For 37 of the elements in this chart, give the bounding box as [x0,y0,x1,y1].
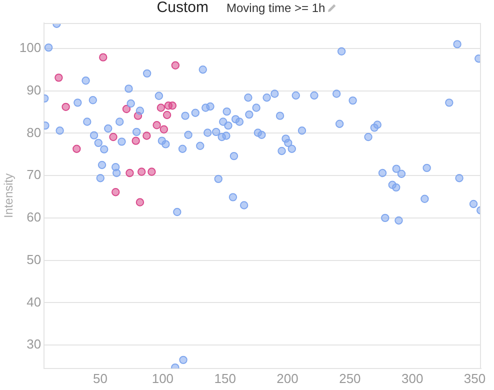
point [136,198,144,206]
point [168,102,177,110]
y-tick-label: 100 [19,40,42,56]
point [160,125,168,134]
x-tick-label: 100 [152,370,174,386]
chart-title: Custom [156,0,208,16]
y-tick-label: 40 [26,294,42,310]
y-tick-label: 70 [26,167,42,182]
x-tick-label: 200 [276,370,298,386]
y-axis-title: Intensity [2,173,16,218]
point [142,132,151,140]
y-tick-label: 60 [26,210,42,225]
x-tick-label: 150 [214,370,236,386]
point [99,53,108,62]
point [72,144,81,153]
x-tick-label: 250 [339,370,361,386]
y-tick-label: 50 [26,252,42,267]
point [109,132,118,142]
point [162,110,172,120]
point [62,102,70,112]
x-tick-label: 300 [401,370,424,386]
point [137,168,146,176]
point [132,136,140,145]
point [112,188,120,196]
point [152,121,161,130]
y-tick-label: 30 [26,336,42,352]
y-tick-label: 80 [26,124,42,140]
chart-subtitle: Moving time >= 1h [226,1,326,15]
point [156,104,166,112]
x-tick-label: 50 [93,370,108,386]
y-tick-label: 90 [26,82,42,98]
point [122,104,131,114]
x-tick-label: 350 [464,370,486,386]
point [126,168,134,178]
point [54,74,63,82]
point [148,168,156,176]
point [171,61,180,70]
